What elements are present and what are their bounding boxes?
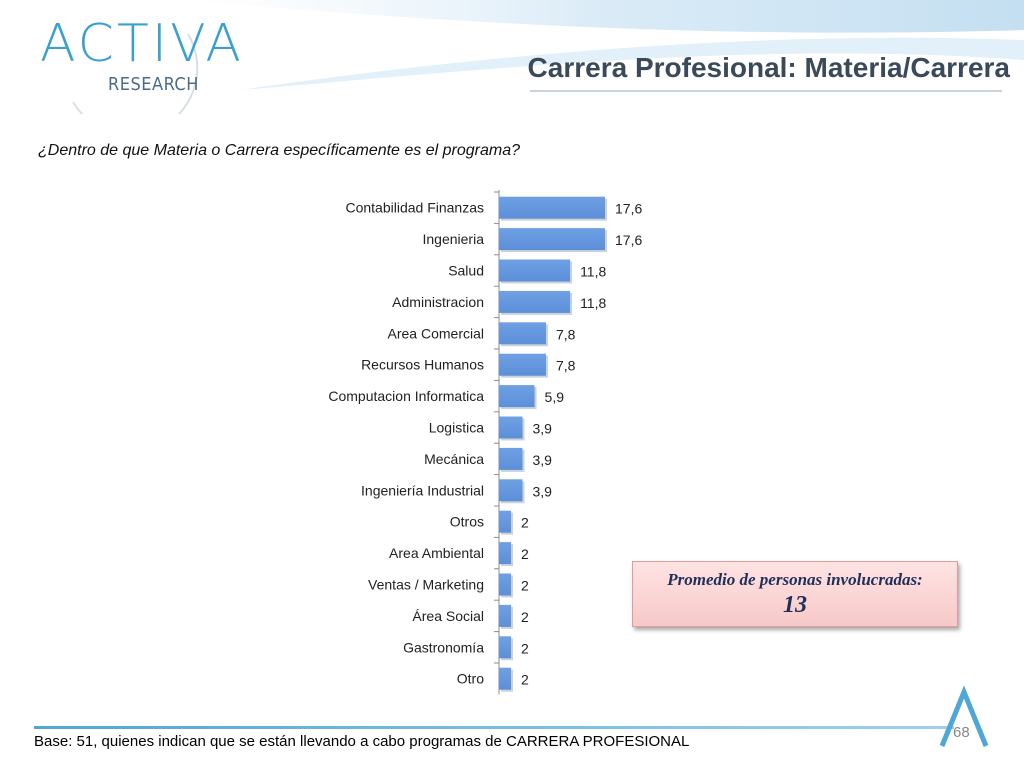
category-label: Ingeniería Industrial: [361, 482, 484, 498]
category-label: Administracion: [392, 294, 484, 310]
value-label: 3,9: [532, 483, 552, 499]
bar-chart: Contabilidad Finanzas 17,6 Ingenieria 17,6 S…: [328, 190, 642, 695]
value-label: 17,6: [615, 232, 642, 248]
bar: [499, 510, 512, 533]
logo-wordmark: ACTIVA: [40, 14, 244, 74]
value-label: 7,8: [556, 326, 576, 342]
page-number: 68: [953, 724, 970, 741]
average-value: 13: [783, 592, 807, 618]
category-label: Area Comercial: [388, 325, 484, 341]
value-label: 2: [521, 672, 529, 688]
bar: [499, 228, 605, 251]
average-callout: Promedio de personas involucradas: 13: [632, 561, 958, 627]
bar: [499, 416, 523, 439]
bar: [499, 573, 512, 596]
title-underline: [530, 90, 1002, 92]
base-note: Base: 51, quienes indican que se están l…: [34, 733, 690, 750]
value-label: 2: [521, 546, 529, 562]
bar: [499, 259, 571, 282]
category-label: Ingenieria: [423, 231, 485, 247]
bar: [499, 667, 512, 690]
category-label: Logistica: [429, 420, 484, 436]
value-label: 2: [521, 640, 529, 656]
bar: [499, 385, 535, 408]
value-label: 5,9: [545, 389, 565, 405]
value-label: 7,8: [556, 358, 576, 374]
value-label: 3,9: [532, 421, 552, 437]
bar: [499, 604, 512, 627]
bar: [499, 290, 571, 313]
footer-logo-icon: [939, 685, 989, 747]
category-label: Contabilidad Finanzas: [345, 200, 484, 216]
category-label: Área Social: [412, 608, 484, 624]
average-label: Promedio de personas involucradas:: [667, 570, 923, 589]
value-label: 2: [521, 609, 529, 625]
category-label: Area Ambiental: [389, 545, 484, 561]
category-label: Recursos Humanos: [361, 357, 484, 373]
value-label: 11,8: [580, 295, 606, 311]
value-label: 3,9: [532, 452, 552, 468]
footer-divider: [34, 726, 954, 729]
category-label: Otros: [450, 514, 484, 530]
bar: [499, 353, 546, 376]
category-label: Salud: [448, 263, 484, 279]
survey-question: ¿Dentro de que Materia o Carrera específ…: [38, 142, 521, 159]
value-label: 2: [521, 578, 529, 594]
category-label: Computacion Informatica: [328, 388, 484, 404]
value-label: 17,6: [615, 201, 642, 217]
page-title: Carrera Profesional: Materia/Carrera: [527, 52, 1010, 83]
bar: [499, 322, 546, 345]
bar: [499, 479, 523, 502]
bar: [499, 447, 523, 470]
bar: [499, 196, 605, 219]
value-label: 11,8: [580, 264, 606, 280]
category-label: Gastronomía: [403, 639, 484, 655]
logo-subtitle: RESEARCH: [108, 74, 199, 95]
category-label: Otro: [457, 671, 484, 687]
value-label: 2: [521, 515, 529, 531]
category-label: Mecánica: [424, 451, 484, 467]
bar: [499, 542, 512, 565]
category-label: Ventas / Marketing: [368, 577, 484, 593]
bar: [499, 636, 512, 659]
